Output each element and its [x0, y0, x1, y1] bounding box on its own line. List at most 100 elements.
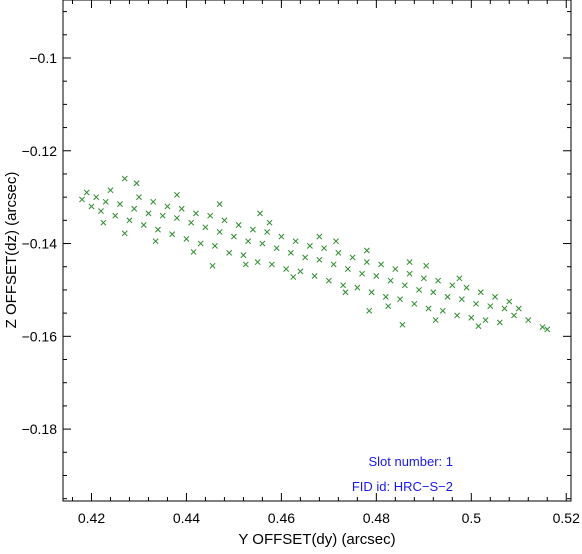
data-point [184, 236, 189, 241]
x-tick-label: 0.5 [462, 510, 482, 526]
data-point [267, 220, 272, 225]
data-point [364, 248, 369, 253]
data-point [113, 213, 118, 218]
data-point [383, 294, 388, 299]
data-point [153, 239, 158, 244]
y-tick-label: −0.1 [29, 50, 57, 66]
data-point [94, 195, 99, 200]
data-point [179, 206, 184, 211]
data-point [191, 249, 196, 254]
data-point [236, 222, 241, 227]
data-point [464, 285, 469, 290]
data-point [412, 301, 417, 306]
data-point [84, 190, 89, 195]
slot-number-label: Slot number: 1 [368, 454, 453, 469]
data-point [98, 208, 103, 213]
data-point [101, 220, 106, 225]
data-point [476, 324, 481, 329]
x-tick-label: 0.44 [173, 510, 200, 526]
data-point [360, 271, 365, 276]
data-point [231, 234, 236, 239]
data-point [317, 234, 322, 239]
data-point [136, 195, 141, 200]
x-tick-label: 0.46 [268, 510, 295, 526]
data-point [198, 241, 203, 246]
fid-id-label: FID id: HRC−S−2 [352, 479, 453, 494]
data-point [89, 204, 94, 209]
data-point [227, 250, 232, 255]
axis-ticks: 0.42 0.44 0.46 0.48 0.5 0.52 −0.1 −0.12 −0.14 −0.… [22, 0, 581, 526]
data-point [336, 250, 341, 255]
data-point [79, 197, 84, 202]
data-point [397, 297, 402, 302]
data-point [269, 262, 274, 267]
data-point [364, 259, 369, 264]
data-point [445, 294, 450, 299]
data-point [279, 234, 284, 239]
data-point [540, 324, 545, 329]
data-point [160, 213, 165, 218]
data-point [478, 290, 483, 295]
data-point [260, 241, 265, 246]
data-point [134, 181, 139, 186]
data-point [246, 239, 251, 244]
data-point [450, 283, 455, 288]
data-point [193, 211, 198, 216]
data-point [208, 213, 213, 218]
data-point [345, 266, 350, 271]
data-point [212, 243, 217, 248]
data-point [155, 227, 160, 232]
data-point [402, 283, 407, 288]
y-axis-title: Z OFFSET(dz) (arcsec) [3, 172, 20, 329]
x-tick-label: 0.52 [553, 510, 580, 526]
data-point [108, 188, 113, 193]
data-point [146, 211, 151, 216]
data-point [457, 276, 462, 281]
data-point [454, 313, 459, 318]
data-point [165, 204, 170, 209]
data-point [217, 229, 222, 234]
data-point [103, 199, 108, 204]
data-point [243, 262, 248, 267]
data-point [473, 301, 478, 306]
data-point [174, 192, 179, 197]
data-point [298, 269, 303, 274]
data-point [343, 290, 348, 295]
data-point [497, 320, 502, 325]
data-point [488, 304, 493, 309]
data-point [265, 229, 270, 234]
data-point [250, 227, 255, 232]
data-point [386, 304, 391, 309]
data-point [127, 218, 132, 223]
data-point [435, 278, 440, 283]
data-point [374, 273, 379, 278]
data-point [288, 250, 293, 255]
y-tick-label: −0.14 [22, 236, 58, 252]
y-tick-label: −0.18 [22, 421, 58, 437]
data-point [217, 202, 222, 207]
data-point [122, 231, 127, 236]
data-point [424, 263, 429, 268]
data-point [367, 308, 372, 313]
plot-frame [63, 0, 571, 501]
data-point [333, 239, 338, 244]
data-point [291, 274, 296, 279]
data-point [400, 322, 405, 327]
data-point [393, 266, 398, 271]
data-point [350, 255, 355, 260]
data-point [433, 317, 438, 322]
data-point [189, 220, 194, 225]
data-point [274, 246, 279, 251]
data-point [322, 246, 327, 251]
data-point [307, 243, 312, 248]
data-point [210, 263, 215, 268]
data-point [241, 253, 246, 258]
data-point [526, 317, 531, 322]
data-point [483, 317, 488, 322]
data-point [492, 294, 497, 299]
x-axis-title: Y OFFSET(dy) (arcsec) [238, 531, 395, 548]
y-tick-label: −0.12 [22, 143, 58, 159]
data-point [388, 278, 393, 283]
data-point [312, 273, 317, 278]
